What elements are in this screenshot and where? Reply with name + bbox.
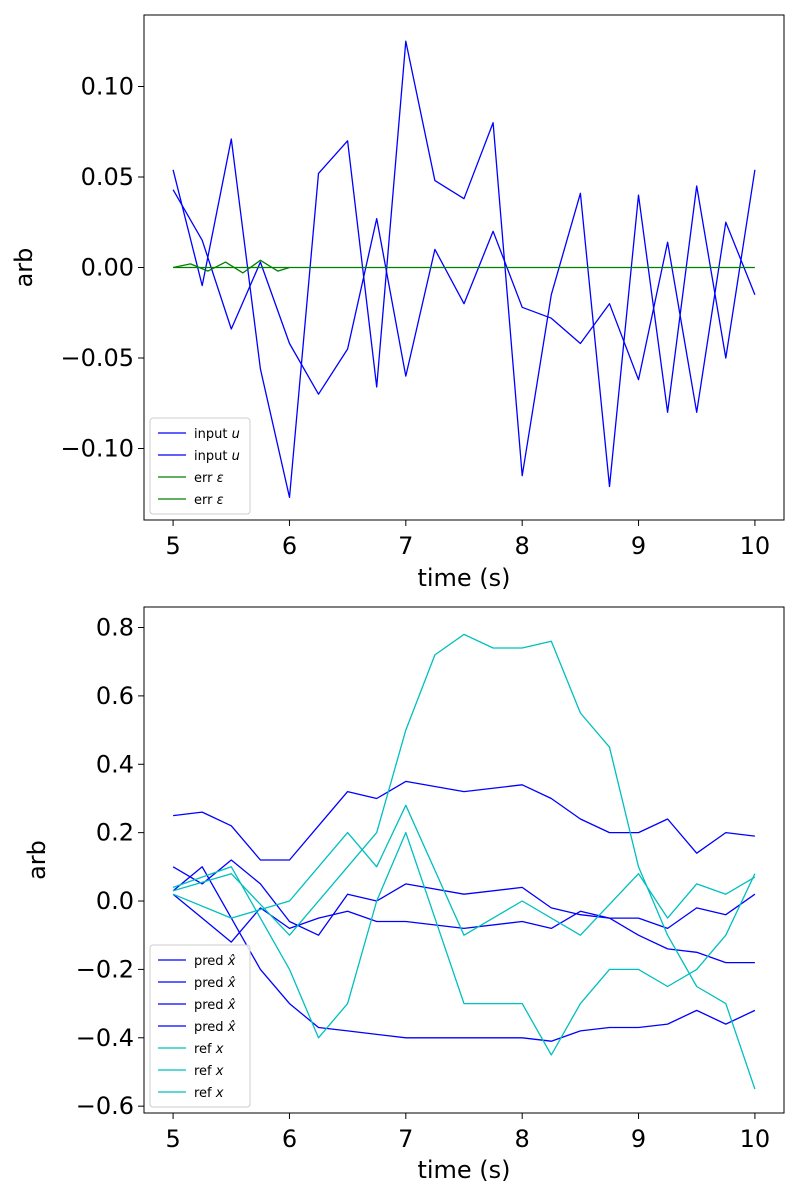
legend-label: err ε (194, 493, 224, 508)
series-line-3 (172, 859, 755, 964)
legend: input u input u err ε err ε (149, 417, 251, 515)
series-line-7 (172, 804, 756, 936)
legend: pred x̂ pred x̂ pred x̂ pred x̂ ref x ref x re… (149, 944, 251, 1108)
x-tick-label: 8 (515, 1125, 530, 1153)
x-axis-label: time (s) (417, 1156, 510, 1184)
y-axis-label: arb (23, 840, 51, 880)
legend-label: input u (194, 449, 240, 464)
legend-label: pred x̂ (194, 1020, 236, 1035)
y-tick-label: 0.10 (81, 72, 134, 100)
plot-frame (143, 606, 785, 1114)
y-tick-label: −0.10 (60, 435, 134, 463)
series-line-2 (172, 866, 756, 1042)
x-axis-label: time (s) (417, 564, 510, 592)
series-line-1 (172, 40, 756, 499)
y-tick-label: 0.8 (96, 614, 134, 642)
y-tick-label: 0.6 (96, 682, 134, 710)
x-tick-label: 10 (740, 1125, 771, 1153)
legend-box (149, 417, 251, 515)
series-line-6 (172, 831, 756, 1056)
x-tick-label: 10 (740, 532, 771, 560)
series-line-4 (172, 259, 290, 274)
legend-label: pred x̂ (194, 998, 236, 1013)
legend-label: ref x (194, 1086, 224, 1101)
y-tick-label: 0.05 (81, 163, 134, 191)
chart-panel-1: 5 6 7 8 9 10 0.10 0.05 0.00 −0.05 −0.10 time (s) arb… (10, 14, 785, 592)
x-tick-label: 6 (282, 1125, 297, 1153)
y-tick-label: 0.00 (81, 254, 134, 282)
y-tick-label: −0.6 (76, 1092, 134, 1120)
y-tick-label: −0.2 (76, 955, 134, 983)
x-tick-label: 8 (515, 532, 530, 560)
x-tick-label: 7 (398, 532, 413, 560)
x-tick-label: 5 (165, 1125, 180, 1153)
legend-box (149, 944, 251, 1108)
legend-label: err ε (194, 471, 224, 486)
x-tick-label: 5 (165, 532, 180, 560)
y-tick-label: −0.05 (60, 344, 134, 372)
y-tick-label: −0.4 (76, 1024, 134, 1052)
legend-label: pred x̂ (194, 976, 236, 991)
legend-label: ref x (194, 1064, 224, 1079)
x-tick-label: 7 (398, 1125, 413, 1153)
y-tick-label: 0.0 (96, 887, 134, 915)
series-line-2 (172, 189, 756, 413)
series-line-5 (172, 633, 756, 1090)
x-tick-label: 9 (631, 532, 646, 560)
series-group (172, 40, 756, 499)
legend-label: pred x̂ (194, 954, 236, 969)
y-tick-label: 0.2 (96, 819, 134, 847)
legend-label: ref x (194, 1042, 224, 1057)
series-line-4 (172, 893, 756, 943)
series-group (172, 633, 756, 1090)
y-axis-label: arb (10, 248, 38, 288)
legend-label: input u (194, 427, 240, 442)
chart-panel-2: 5 6 7 8 9 10 0.8 0.6 0.4 0.2 0.0 −0.2 −0.4 −0.6 time (… (23, 606, 785, 1184)
series-line-1 (173, 780, 755, 861)
x-tick-label: 6 (282, 532, 297, 560)
y-tick-label: 0.4 (96, 750, 134, 778)
x-tick-label: 9 (631, 1125, 646, 1153)
